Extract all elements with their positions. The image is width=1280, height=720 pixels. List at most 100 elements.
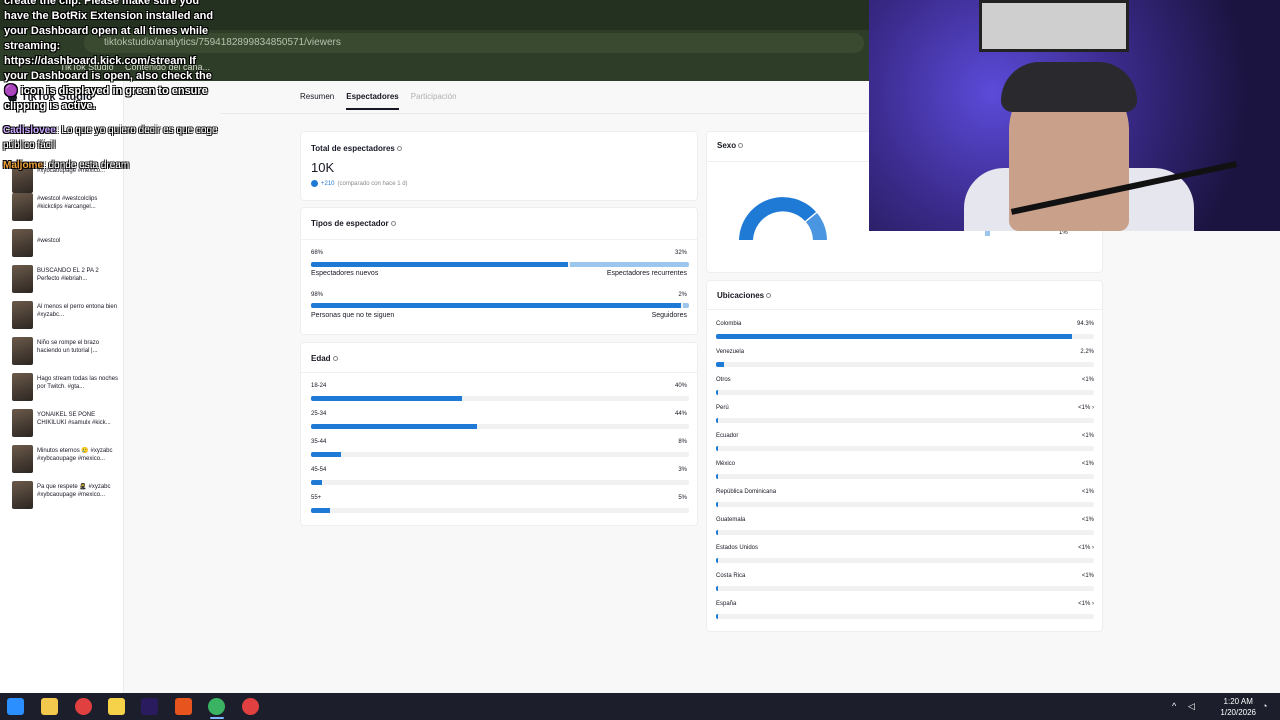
age-bar-fill — [311, 424, 478, 429]
location-bar-fill — [716, 502, 718, 507]
age-bar-fill — [311, 452, 342, 457]
age-bar-track — [311, 508, 689, 513]
video-item[interactable]: BUSCANDO EL 2 PA 2 Perfecto #lebriah... — [12, 265, 120, 293]
volume-icon[interactable]: ◁ — [1188, 701, 1195, 711]
tab-resumen[interactable]: Resumen — [300, 92, 335, 101]
tab-divider — [220, 113, 870, 114]
age-range-label: 45-54 — [311, 467, 327, 473]
info-icon[interactable] — [332, 356, 338, 362]
app-icon[interactable] — [75, 698, 92, 715]
gender-legend-pct: 1% — [1059, 230, 1068, 236]
clock[interactable]: 1:20 AM 1/20/2026 — [1220, 696, 1256, 718]
location-bar-track — [716, 530, 1094, 535]
age-range-label: 55+ — [311, 495, 322, 501]
analytics-tabs: Resumen Espectadores Participación — [300, 92, 457, 110]
followers-fill — [682, 303, 689, 308]
location-pct: <1% — [1081, 377, 1094, 383]
location-bar-fill — [716, 586, 718, 591]
location-pct: <1% — [1081, 489, 1094, 495]
age-bar-track — [311, 424, 689, 429]
video-thumbnail — [12, 337, 33, 365]
divider — [707, 309, 1102, 310]
location-country: Costa Rica — [716, 573, 746, 579]
chat-username: Maljome — [3, 160, 44, 171]
location-country: España — [716, 601, 737, 607]
bookmark-content[interactable]: Contenido del cana... — [125, 62, 211, 72]
brand[interactable]: TikTok Studio — [8, 91, 93, 103]
info-icon[interactable] — [396, 146, 402, 152]
locations-card: Ubicaciones Colombia 94.3% Venezuela 2.2… — [706, 280, 1103, 632]
brand-label: TikTok Studio — [21, 91, 93, 103]
chrome-icon[interactable] — [208, 698, 225, 715]
location-pct: <1% — [1081, 573, 1094, 579]
video-caption: YONAIKEL SE PONE CHIKILUKI #samulx #kick… — [37, 412, 111, 426]
windows-start-icon[interactable] — [7, 698, 24, 715]
non-followers-label: Personas que no te siguen — [311, 312, 395, 319]
location-country: Venezuela — [716, 349, 745, 355]
age-bar-track — [311, 452, 689, 457]
location-bar-track — [716, 362, 1094, 367]
chevron-up-icon[interactable]: ^ — [1172, 701, 1177, 711]
age-bar-track — [311, 480, 689, 485]
info-icon[interactable] — [738, 143, 744, 149]
age-range-pct: 44% — [674, 411, 687, 417]
chevron-right-icon[interactable]: › — [1092, 601, 1094, 607]
info-icon[interactable] — [390, 221, 396, 227]
viewer-type-bar — [311, 262, 689, 267]
video-caption: Al menos el perro entona bien #xyzabc... — [37, 304, 118, 318]
age-range-pct: 3% — [678, 467, 687, 473]
location-bar-track — [716, 334, 1094, 339]
chat-message: Cadislovee: Lo que yo quiero decir es qu… — [3, 123, 218, 153]
delta-row: +210 (comparado con hace 1 d) — [311, 180, 408, 187]
location-pct: <1% › — [1078, 405, 1094, 411]
video-item[interactable]: Pa que respete 🥷 #xyzabc #xybcaoupage #m… — [12, 481, 120, 509]
notification-bell-icon[interactable]: ◔ — [1262, 701, 1268, 711]
video-item[interactable]: Minutos eternos 🥲 #xyzabc #xybcaoupage #… — [12, 445, 120, 473]
location-bar-track — [716, 502, 1094, 507]
video-item[interactable]: #westcol — [12, 229, 120, 257]
video-item[interactable]: #westcol #westcolclips #kickclips #arcan… — [12, 193, 120, 221]
location-country: Ecuador — [716, 433, 739, 439]
video-caption: Pa que respete 🥷 #xyzabc #xybcaoupage #m… — [37, 484, 111, 498]
video-item[interactable]: Niño se rompe el brazo haciendo un tutor… — [12, 337, 120, 365]
video-caption: #westcol — [37, 238, 61, 244]
location-country: República Dominicana — [716, 489, 777, 495]
card-title: Ubicaciones — [717, 291, 772, 300]
file-explorer-icon[interactable] — [41, 698, 58, 715]
info-icon[interactable] — [766, 293, 772, 299]
donut-segment-main — [739, 197, 816, 240]
video-caption: BUSCANDO EL 2 PA 2 Perfecto #lebriah... — [37, 268, 99, 282]
card-title: Edad — [311, 354, 338, 363]
location-country: Perú — [716, 405, 729, 411]
bookmarks-bar: TikTok Studio Contenido del cana... — [0, 56, 869, 81]
bookmark-tiktok-studio[interactable]: TikTok Studio — [60, 62, 114, 72]
video-item[interactable]: Hago stream todas las noches por Twitch.… — [12, 373, 120, 401]
chrome-icon[interactable] — [242, 698, 259, 715]
notes-icon[interactable] — [108, 698, 125, 715]
location-country: México — [716, 461, 736, 467]
chevron-right-icon[interactable]: › — [1092, 405, 1094, 411]
chat-message: Maljome: donde esta dream — [3, 158, 218, 173]
tab-participacion[interactable]: Participación — [410, 92, 457, 101]
location-bar-track — [716, 390, 1094, 395]
chevron-right-icon[interactable]: › — [1092, 545, 1094, 551]
video-thumbnail — [12, 265, 33, 293]
video-item[interactable]: YONAIKEL SE PONE CHIKILUKI #samulx #kick… — [12, 409, 120, 437]
webcam-overlay — [869, 0, 1280, 231]
address-bar[interactable]: tiktokstudio/analytics/75941828998348505… — [84, 33, 864, 53]
location-bar-fill — [716, 474, 718, 479]
wall-frame — [979, 0, 1129, 52]
age-card: Edad 18-24 40% 25-34 44% 35-44 8% 45-54 … — [300, 342, 698, 526]
age-bar-track — [311, 396, 689, 401]
location-bar-fill — [716, 558, 718, 563]
chat-text: : donde esta dream — [43, 160, 130, 171]
brave-icon[interactable] — [175, 698, 192, 715]
non-followers-fill — [311, 303, 682, 308]
video-item[interactable]: Al menos el perro entona bien #xyzabc... — [12, 301, 120, 329]
video-caption: Minutos eternos 🥲 #xyzabc #xybcaoupage #… — [37, 448, 113, 462]
new-viewers-fill — [311, 262, 569, 267]
age-range-label: 35-44 — [311, 439, 327, 445]
video-item[interactable]: #xybcaoupage #mexico... — [12, 165, 120, 193]
tab-espectadores[interactable]: Espectadores — [346, 92, 399, 110]
premiere-pro-icon[interactable] — [141, 698, 158, 715]
